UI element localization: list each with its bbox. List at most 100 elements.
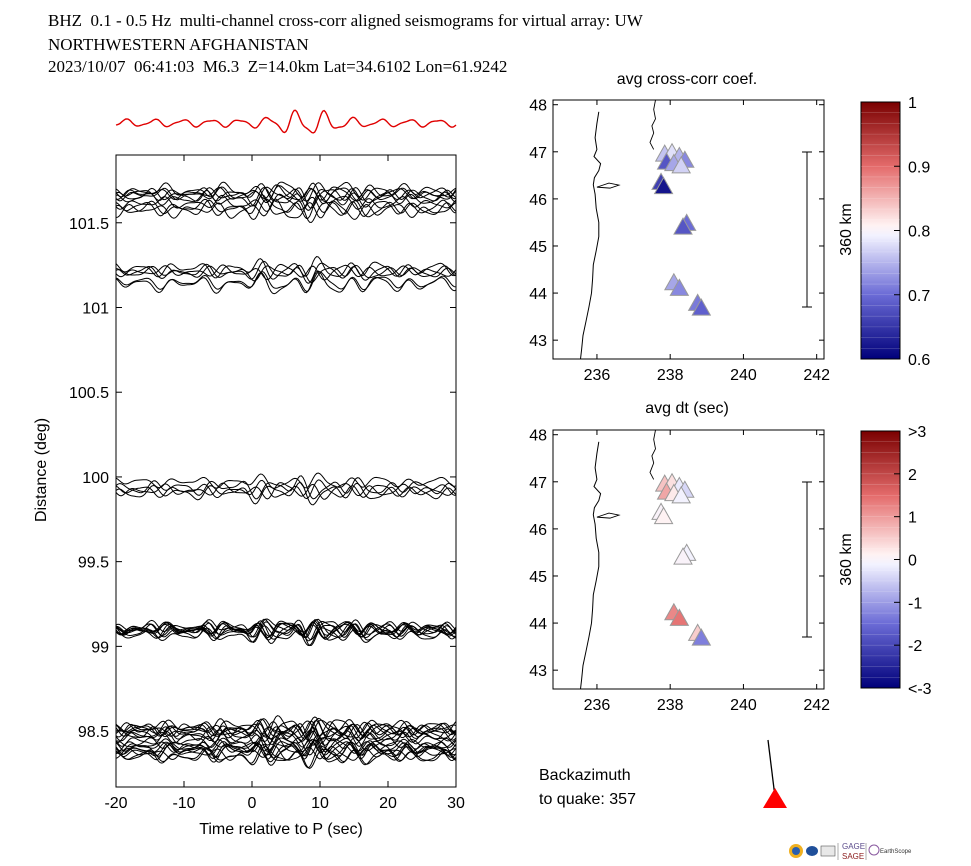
colorbar-tick-label: 0.9 bbox=[908, 159, 930, 176]
seismogram-trace bbox=[116, 625, 456, 647]
cross-corr-map: 236 238 240 242 43 44 45 46 47 48 360 km bbox=[529, 98, 855, 384]
seismogram-trace bbox=[116, 182, 456, 202]
station-marker bbox=[669, 608, 690, 626]
seismogram-frame bbox=[115, 154, 457, 788]
seismogram-trace bbox=[116, 745, 456, 769]
colorbar-tick-label: 0 bbox=[908, 553, 917, 570]
chart-title-line2: NORTHWESTERN AFGHANISTAN bbox=[48, 35, 309, 54]
y-tick-label: 101 bbox=[82, 300, 109, 317]
backazimuth-direction-line bbox=[767, 739, 776, 798]
earthscope-logo-text: EarthScope bbox=[880, 849, 912, 855]
scale-bar-label: 360 km bbox=[838, 533, 855, 585]
map-frame bbox=[552, 429, 825, 690]
gage-logo-text: GAGE bbox=[842, 842, 865, 851]
map-x-tick-label: 240 bbox=[730, 697, 757, 714]
y-tick-label: 98.5 bbox=[78, 724, 109, 741]
map-y-tick-label: 43 bbox=[529, 663, 547, 680]
seismogram-trace bbox=[116, 739, 456, 766]
coastline bbox=[580, 111, 602, 359]
y-axis-label: Distance (deg) bbox=[33, 418, 50, 522]
sage-logo-text: SAGE bbox=[842, 852, 864, 861]
seismogram-trace bbox=[116, 734, 456, 756]
seismogram-trace bbox=[116, 723, 456, 746]
map2-title: avg dt (sec) bbox=[645, 400, 729, 417]
usgs-logo-icon bbox=[820, 845, 836, 857]
seismogram-trace bbox=[116, 618, 456, 641]
map-y-tick-label: 48 bbox=[529, 98, 547, 115]
seismogram-trace bbox=[116, 270, 456, 295]
y-tick-label: 100 bbox=[82, 470, 109, 487]
coastline bbox=[580, 441, 602, 689]
puget-sound-shoreline bbox=[649, 100, 656, 150]
seismogram-traces bbox=[116, 181, 456, 769]
seismogram-trace bbox=[116, 472, 456, 489]
station-marker bbox=[669, 278, 690, 296]
seismogram-trace bbox=[116, 198, 456, 220]
seismogram-trace bbox=[116, 620, 456, 639]
colorbar-tick-label: 1 bbox=[908, 95, 917, 112]
map-x-tick-label: 242 bbox=[803, 367, 830, 384]
map-y-tick-label: 46 bbox=[529, 192, 547, 209]
dt-map: 236 238 240 242 43 44 45 46 47 48 360 km bbox=[529, 428, 855, 714]
station-marker bbox=[671, 485, 692, 504]
x-tick-label: 20 bbox=[379, 795, 397, 812]
scale-bar-label: 360 km bbox=[838, 203, 855, 255]
backazimuth-label: Backazimuth bbox=[539, 767, 631, 784]
x-axis-label: Time relative to P (sec) bbox=[199, 821, 363, 838]
colorbar-tick-label: -1 bbox=[908, 595, 922, 612]
station-marker bbox=[653, 176, 674, 195]
map-x-tick-label: 240 bbox=[730, 367, 757, 384]
seismogram-trace bbox=[116, 725, 456, 746]
chart-title-line1: BHZ 0.1 - 0.5 Hz multi-channel cross-cor… bbox=[48, 11, 643, 30]
seismogram-trace bbox=[116, 481, 456, 506]
seismogram-axes: -20 -10 0 10 20 30 98.5 99 99.5 100 100.5 101 101.5 bbox=[69, 155, 465, 812]
map-y-tick-label: 47 bbox=[529, 145, 547, 162]
colorbar-tick-label: 2 bbox=[908, 467, 917, 484]
map-y-tick-label: 44 bbox=[529, 286, 547, 303]
x-tick-label: -20 bbox=[104, 795, 127, 812]
map-y-tick-label: 44 bbox=[529, 616, 547, 633]
logo-strip: GAGE SAGE EarthScope bbox=[789, 842, 912, 861]
seismogram-trace bbox=[116, 263, 456, 281]
map-y-tick-label: 48 bbox=[529, 428, 547, 445]
x-tick-label: -10 bbox=[172, 795, 195, 812]
map-x-tick-label: 238 bbox=[657, 367, 684, 384]
station-marker bbox=[673, 547, 693, 565]
y-tick-label: 99 bbox=[91, 639, 109, 656]
map-frame bbox=[552, 99, 825, 360]
agency-logo-icon bbox=[806, 846, 818, 856]
seismogram-trace bbox=[116, 260, 456, 284]
station-marker bbox=[691, 298, 712, 316]
map-y-tick-label: 46 bbox=[529, 522, 547, 539]
seismogram-trace bbox=[116, 256, 456, 280]
map-x-tick-label: 242 bbox=[803, 697, 830, 714]
colorbar-gradient bbox=[860, 101, 901, 360]
colorbar-tick-label: 0.6 bbox=[908, 352, 930, 369]
map-x-tick-label: 236 bbox=[584, 367, 611, 384]
map-y-tick-label: 43 bbox=[529, 333, 547, 350]
estuary-shoreline bbox=[596, 512, 621, 519]
map-x-tick-label: 236 bbox=[584, 697, 611, 714]
colorbar-tick-label: 0.7 bbox=[908, 288, 930, 305]
seismogram-trace bbox=[116, 194, 456, 220]
station-marker bbox=[673, 217, 693, 235]
earthscope-logo-icon bbox=[868, 844, 880, 856]
x-tick-label: 10 bbox=[311, 795, 329, 812]
estuary-shoreline bbox=[596, 182, 621, 189]
seismogram-trace bbox=[116, 475, 456, 500]
puget-sound-shoreline bbox=[649, 430, 656, 480]
station-marker bbox=[691, 628, 712, 646]
map-y-tick-label: 47 bbox=[529, 475, 547, 492]
seismogram-trace bbox=[116, 184, 456, 202]
colorbar-tick-label: -2 bbox=[908, 638, 922, 655]
colorbar-tick-label: <-3 bbox=[908, 681, 932, 698]
colorbar-tick-label: >3 bbox=[908, 424, 926, 441]
seismogram-trace bbox=[116, 741, 456, 760]
map-x-tick-label: 238 bbox=[657, 697, 684, 714]
station-marker bbox=[671, 155, 692, 174]
colorbar-tick-label: 1 bbox=[908, 510, 917, 527]
x-tick-label: 0 bbox=[248, 795, 257, 812]
map-y-tick-label: 45 bbox=[529, 569, 547, 586]
chart-title-line3: 2023/10/07 06:41:03 M6.3 Z=14.0km Lat=34… bbox=[48, 57, 508, 76]
